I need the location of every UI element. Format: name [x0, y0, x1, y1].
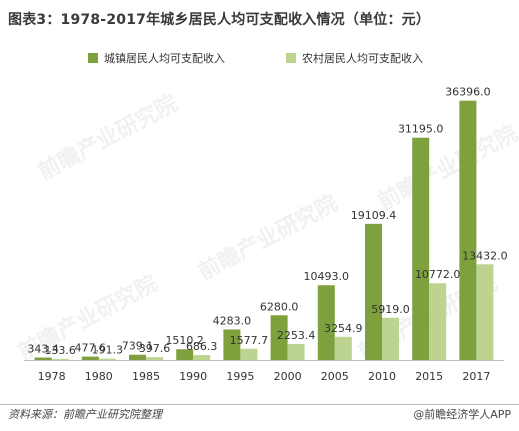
bar-rural [382, 317, 399, 360]
legend-label-urban: 城镇居民人均可支配收入 [104, 52, 225, 65]
bar-urban [176, 349, 194, 360]
bar-urban [81, 356, 99, 360]
x-tick-label: 1980 [85, 370, 113, 383]
bar-urban [317, 285, 335, 360]
data-label-rural: 1577.7 [230, 334, 269, 347]
bar-rural [240, 348, 258, 360]
data-label-urban: 4283.0 [213, 314, 252, 327]
legend-swatch-rural [286, 53, 296, 63]
data-label-rural: 10772.0 [415, 268, 461, 281]
data-label-rural: 5919.0 [371, 303, 410, 316]
bar-urban [34, 357, 52, 360]
data-label-urban: 6280.0 [260, 300, 299, 313]
data-label-rural: 191.3 [92, 344, 124, 357]
data-label-rural: 686.3 [186, 340, 218, 353]
bar-urban [412, 137, 430, 360]
data-label-urban: 739.1 [122, 340, 154, 353]
x-tick-label: 2010 [368, 370, 396, 383]
x-tick-label: 1995 [226, 370, 254, 383]
data-label-rural: 3254.9 [324, 322, 363, 335]
x-tick-label: 2000 [274, 370, 302, 383]
data-label-urban: 19109.4 [351, 209, 397, 222]
bar-rural [287, 343, 305, 360]
bar-urban [129, 354, 146, 360]
bar-urban [459, 100, 477, 360]
bar-rural [193, 355, 211, 360]
data-label-urban: 343.4 [27, 343, 59, 356]
x-tick-label: 1978 [38, 370, 66, 383]
data-label-urban: 477.6 [75, 342, 107, 355]
data-label-rural: 13432.0 [462, 249, 508, 262]
source-note: 资料来源：前瞻产业研究院整理 [8, 408, 162, 421]
legend-swatch-urban [88, 53, 98, 63]
bar-urban [365, 223, 382, 360]
footer-divider [0, 404, 519, 405]
brand-credit: @前瞻经济学人APP [413, 406, 511, 422]
brand-label: @前瞻经济学人APP [413, 408, 511, 421]
x-tick-label: 2017 [462, 370, 490, 383]
bar-rural [429, 283, 447, 360]
legend-item-urban: 城镇居民人均可支配收入 [88, 50, 225, 66]
bar-rural [334, 336, 352, 360]
bar-rural [146, 357, 163, 360]
data-label-rural: 2253.4 [277, 329, 316, 342]
bar-urban [270, 315, 288, 360]
legend-label-rural: 农村居民人均可支配收入 [302, 52, 423, 65]
data-label-urban: 10493.0 [304, 270, 350, 283]
x-tick-label: 2005 [321, 370, 349, 383]
x-tick-label: 2015 [415, 370, 443, 383]
data-label-rural: 397.6 [139, 342, 171, 355]
bar-rural [51, 359, 69, 360]
bar-rural [98, 358, 116, 360]
footer: 资料来源：前瞻产业研究院整理 @前瞻经济学人APP [0, 404, 519, 428]
legend-item-rural: 农村居民人均可支配收入 [286, 50, 423, 66]
chart-title: 图表3：1978-2017年城乡居民人均可支配收入情况（单位：元） [8, 12, 431, 28]
legend: 城镇居民人均可支配收入 农村居民人均可支配收入 [0, 50, 519, 66]
data-label-urban: 36396.0 [445, 86, 491, 99]
data-label-rural: 133.6 [44, 344, 76, 357]
x-tick-label: 1985 [132, 370, 160, 383]
bar-rural [476, 264, 494, 360]
data-label-urban: 31195.0 [398, 123, 444, 136]
x-tick-label: 1990 [179, 370, 207, 383]
data-label-urban: 1510.2 [165, 334, 204, 347]
bar-urban [223, 329, 241, 360]
